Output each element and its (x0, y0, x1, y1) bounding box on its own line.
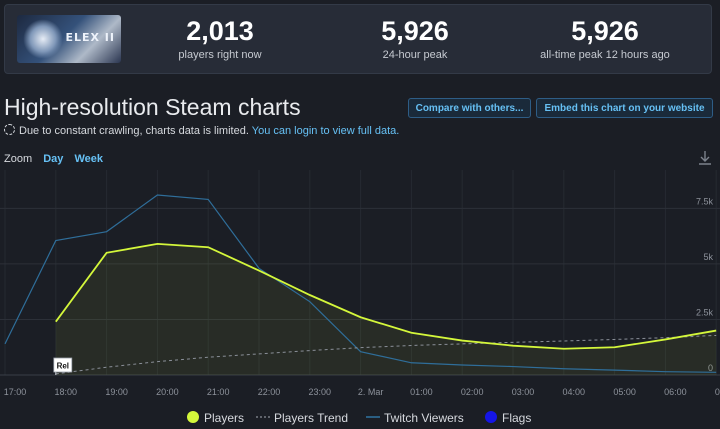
stat-label: 24-hour peak (382, 49, 448, 61)
zoom-label: Zoom (4, 153, 33, 165)
stat-24h-peak: 5,926 24-hour peak (350, 15, 480, 61)
x-tick-label: 06:00 (664, 387, 687, 397)
x-tick-label: 22:00 (258, 387, 281, 397)
y-tick-label: 5k (703, 252, 713, 262)
players-chart: 0 2.5k 5k 7.5k 17:00 18:00 19:00 20:00 21:00 22:0… (0, 170, 720, 397)
x-tick-label: 02:00 (461, 387, 484, 397)
legend-label: Players (204, 411, 245, 425)
y-tick-label: 2.5k (696, 307, 714, 317)
game-thumbnail[interactable]: ELEX II (17, 15, 121, 63)
x-tick-label: 19:00 (105, 387, 128, 397)
x-tick-label: 01:00 (410, 387, 433, 397)
legend-item-flags[interactable]: Flags (484, 410, 531, 425)
page-title: High-resolution Steam charts (4, 94, 301, 120)
download-icon[interactable] (698, 150, 712, 166)
flag-label: Rel (57, 362, 69, 371)
login-link[interactable]: You can login to view full data. (251, 125, 400, 137)
zoom-week-button[interactable]: Week (74, 153, 103, 165)
zoom-controls: Zoom Day Week (4, 153, 103, 165)
notice-text: Due to constant crawling, charts data is… (19, 125, 249, 137)
legend-trend-marker (256, 416, 270, 418)
players-trend-line (55, 334, 717, 375)
stat-value: 5,926 (381, 16, 449, 46)
stat-label: players right now (178, 49, 262, 61)
flag-marker (53, 357, 73, 373)
x-tick-label: 18:00 (55, 387, 78, 397)
chart-legend: Players Players Trend Twitch Viewers Fla… (0, 410, 720, 428)
x-tick-label: 07:00 (715, 387, 720, 397)
stat-players-now: 2,013 players right now (155, 15, 285, 61)
legend-label: Twitch Viewers (384, 411, 464, 425)
x-tick-label: 2. Mar (358, 387, 384, 397)
stat-all-time-peak: 5,926 all-time peak 12 hours ago (525, 15, 685, 61)
x-tick-label: 23:00 (309, 387, 332, 397)
y-tick-label: 0 (708, 363, 713, 373)
legend-label: Players Trend (274, 411, 349, 425)
character-art (23, 19, 63, 59)
legend-label: Flags (502, 411, 532, 425)
legend-flags-marker (485, 411, 497, 423)
x-tick-label: 05:00 (613, 387, 636, 397)
x-tick-label: 21:00 (207, 387, 230, 397)
legend-item-players-trend[interactable]: Players Trend (256, 410, 348, 425)
legend-item-players[interactable]: Players (186, 410, 244, 425)
data-limit-notice: Due to constant crawling, charts data is… (4, 124, 399, 137)
legend-item-twitch-viewers[interactable]: Twitch Viewers (366, 410, 464, 425)
game-logo-text: ELEX II (65, 31, 115, 44)
x-tick-label: 04:00 (563, 387, 586, 397)
embed-chart-button[interactable]: Embed this chart on your website (536, 98, 713, 118)
stat-value: 2,013 (186, 16, 254, 46)
compare-button[interactable]: Compare with others... (408, 98, 531, 118)
players-area (55, 243, 717, 375)
stats-bar: ELEX II 2,013 players right now 5,926 24… (4, 4, 712, 74)
stat-value: 5,926 (571, 16, 639, 46)
legend-twitch-marker (366, 416, 380, 418)
loading-icon (4, 124, 15, 135)
twitch-viewers-line (4, 194, 717, 373)
y-tick-label: 7.5k (696, 196, 714, 206)
zoom-day-button[interactable]: Day (43, 153, 64, 165)
players-line (55, 242, 717, 350)
stat-label: all-time peak 12 hours ago (540, 49, 670, 61)
x-tick-label: 03:00 (512, 387, 535, 397)
x-tick-label: 17:00 (4, 387, 27, 397)
legend-players-marker (187, 411, 199, 423)
x-tick-label: 20:00 (156, 387, 179, 397)
